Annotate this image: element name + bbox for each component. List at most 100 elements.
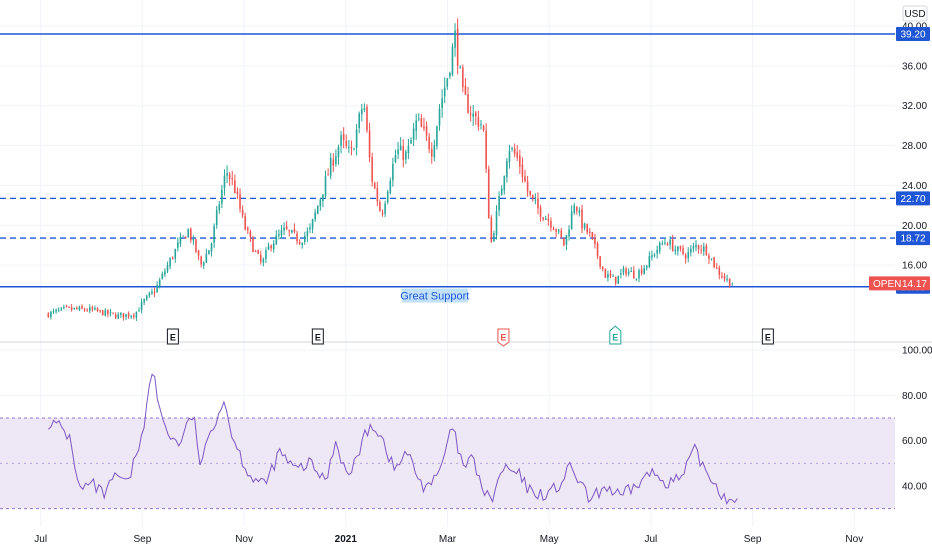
candle-139 — [407, 138, 410, 159]
x-tick-label-4: Mar — [439, 534, 457, 545]
candle-195 — [552, 226, 555, 231]
candle-119 — [355, 123, 358, 156]
candle-204 — [576, 206, 578, 215]
candle-body-124 — [368, 130, 371, 158]
earnings-box-1 — [311, 328, 324, 345]
candle-245 — [682, 244, 684, 256]
candle-174 — [498, 191, 500, 217]
candle-body-223 — [625, 268, 627, 275]
candle-158 — [456, 18, 459, 75]
candle-body-247 — [687, 251, 690, 258]
candle-body-179 — [511, 148, 513, 150]
great-support-annotation: Great Support — [400, 288, 469, 303]
candle-39 — [148, 291, 151, 298]
candle-50 — [177, 237, 179, 252]
candle-207 — [583, 222, 586, 231]
candle-121 — [360, 103, 363, 122]
candle-99 — [303, 231, 306, 245]
candle-body-254 — [705, 245, 708, 255]
candle-213 — [599, 256, 601, 270]
price-tick-label-3: 28.00 — [902, 141, 927, 152]
x-tick-label-6: Jul — [645, 534, 658, 545]
candle-body-144 — [420, 118, 423, 128]
candle-81 — [257, 249, 259, 255]
candle-199 — [563, 237, 565, 247]
candle-body-84 — [265, 250, 267, 259]
candle-body-256 — [710, 258, 713, 260]
candle-body-11 — [76, 307, 78, 310]
price-tick-label-0: 16.00 — [902, 261, 927, 272]
earnings-label-0: E — [170, 333, 176, 343]
candle-175 — [500, 185, 503, 196]
currency-label: USD — [902, 5, 928, 22]
candle-209 — [588, 227, 591, 237]
candle-body-194 — [550, 220, 552, 228]
candle-249 — [692, 242, 695, 253]
candle-185 — [526, 175, 529, 197]
candle-55 — [189, 227, 192, 243]
candle-body-210 — [591, 231, 594, 239]
candle-body-24 — [109, 312, 112, 314]
candle-221 — [620, 268, 622, 279]
candle-165 — [474, 111, 477, 125]
candle-183 — [521, 157, 524, 183]
candle-body-134 — [394, 155, 397, 163]
candle-body-206 — [581, 209, 583, 229]
candle-172 — [493, 230, 495, 242]
candle-body-211 — [594, 237, 596, 245]
candle-body-183 — [521, 164, 524, 177]
candle-19 — [96, 307, 99, 313]
candle-body-22 — [104, 310, 107, 316]
candle-107 — [324, 170, 327, 199]
candle-191 — [542, 216, 544, 222]
axes: 16.0020.0024.0028.0032.0036.0040.0040.00… — [34, 22, 932, 546]
candle-170 — [487, 165, 490, 219]
candle-66 — [218, 200, 221, 214]
candle-body-1 — [50, 311, 52, 318]
candle-body-229 — [640, 269, 643, 274]
candle-126 — [373, 181, 376, 190]
candle-128 — [379, 199, 381, 212]
candle-body-75 — [241, 209, 244, 216]
candle-17 — [91, 305, 94, 312]
annotation-background — [401, 288, 468, 303]
candle-48 — [171, 256, 174, 260]
candle-body-125 — [371, 157, 373, 182]
candle-body-92 — [285, 226, 288, 230]
candle-body-55 — [189, 228, 192, 241]
candle-body-153 — [443, 87, 446, 97]
level-tag-bg-0 — [896, 26, 930, 41]
candle-252 — [700, 244, 702, 255]
candle-234 — [653, 252, 656, 258]
candle-71 — [231, 170, 234, 186]
candle-36 — [140, 298, 143, 314]
rsi-band-layer — [0, 417, 895, 510]
candle-0 — [47, 312, 50, 318]
candle-129 — [381, 209, 384, 217]
candle-169 — [485, 123, 487, 173]
candle-231 — [645, 265, 648, 271]
candle-77 — [246, 226, 249, 235]
candle-body-158 — [456, 28, 459, 66]
candle-21 — [101, 309, 104, 316]
candle-body-77 — [246, 228, 249, 231]
candle-body-135 — [397, 149, 399, 155]
candle-body-122 — [363, 108, 366, 110]
candle-body-8 — [68, 306, 70, 308]
candle-167 — [480, 120, 482, 130]
candle-body-10 — [73, 307, 76, 309]
candle-124 — [368, 122, 371, 163]
candle-body-117 — [350, 147, 353, 149]
candle-255 — [708, 253, 710, 265]
candle-263 — [728, 278, 731, 288]
candle-body-170 — [487, 168, 490, 219]
x-tick-label-3: 2021 — [335, 534, 358, 545]
candle-body-149 — [433, 144, 436, 158]
candle-222 — [622, 265, 625, 276]
candle-43 — [158, 277, 161, 289]
candle-body-115 — [345, 140, 348, 146]
candle-60 — [202, 261, 205, 269]
candle-body-102 — [311, 219, 314, 229]
